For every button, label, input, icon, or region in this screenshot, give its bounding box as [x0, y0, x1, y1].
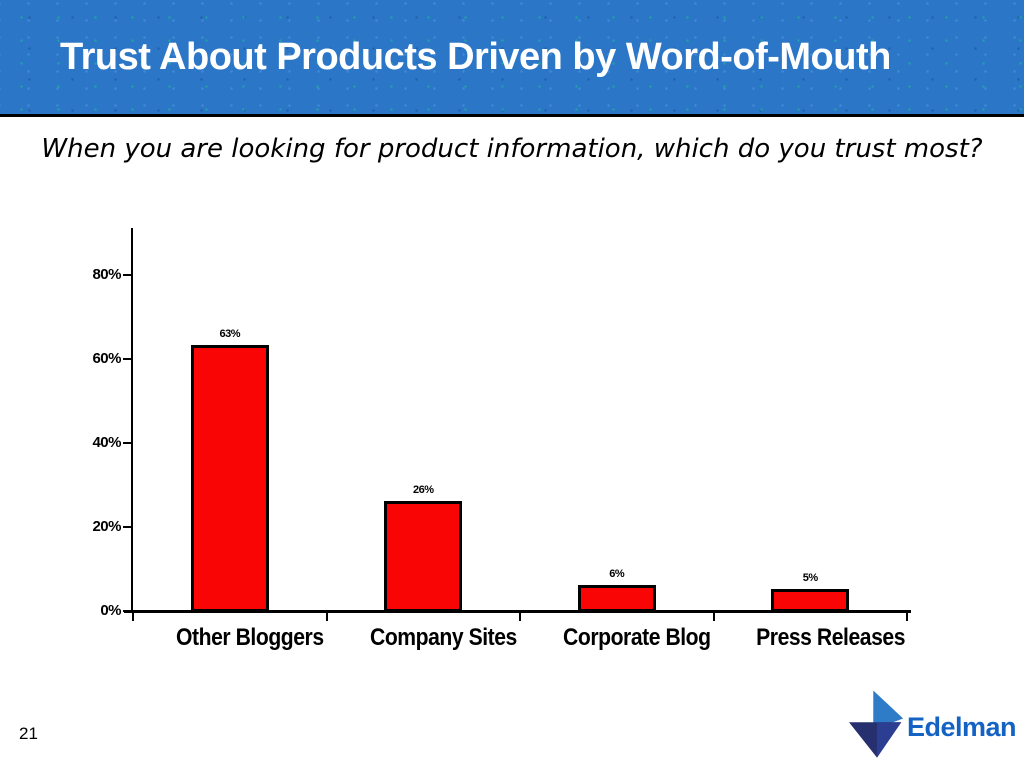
bar-value-label: 26% [412, 484, 434, 496]
title-banner: Trust About Products Driven by Word-of-M… [0, 0, 1024, 114]
edelman-logo: Edelman [845, 686, 1021, 764]
x-tick [906, 611, 908, 621]
x-tick [519, 611, 521, 621]
bar-value-label: 6% [609, 568, 625, 580]
bar-value-label: 5% [802, 572, 818, 584]
bar [771, 589, 850, 612]
category-label: Other Bloggers [153, 624, 347, 654]
category-label: Press Releases [734, 624, 928, 654]
x-tick [712, 611, 715, 621]
y-tick [123, 610, 131, 612]
category-label-text: Company Sites [369, 624, 517, 651]
bar [577, 585, 656, 612]
category-label-text: Press Releases [755, 624, 905, 651]
separator-line [0, 114, 1024, 117]
y-tick [123, 358, 131, 360]
x-tick [325, 611, 328, 621]
y-tick [123, 442, 131, 444]
slide-title: Trust About Products Driven by Word-of-M… [60, 35, 891, 78]
x-tick [132, 611, 134, 621]
y-tick [123, 274, 131, 276]
x-axis-line [124, 610, 911, 613]
bar-value-label: 63% [219, 328, 241, 340]
bar [384, 501, 463, 612]
bar [190, 345, 269, 612]
y-tick-label: 0% [100, 602, 121, 619]
y-tick-label: 80% [92, 266, 121, 283]
edelman-logo-text: Edelman [907, 712, 1017, 742]
y-axis-line [131, 228, 133, 613]
category-label: Corporate Blog [540, 624, 734, 654]
y-tick-label: 60% [92, 350, 121, 367]
category-label: Company Sites [347, 624, 541, 654]
category-label-text: Corporate Blog [562, 624, 711, 651]
edelman-logo-icon [849, 690, 904, 758]
y-tick-label: 40% [92, 434, 121, 451]
page-number: 21 [19, 724, 38, 743]
subtitle-question: When you are looking for product informa… [41, 134, 983, 164]
y-tick-label: 20% [92, 518, 121, 535]
y-tick [123, 526, 131, 528]
category-label-text: Other Bloggers [175, 624, 324, 651]
